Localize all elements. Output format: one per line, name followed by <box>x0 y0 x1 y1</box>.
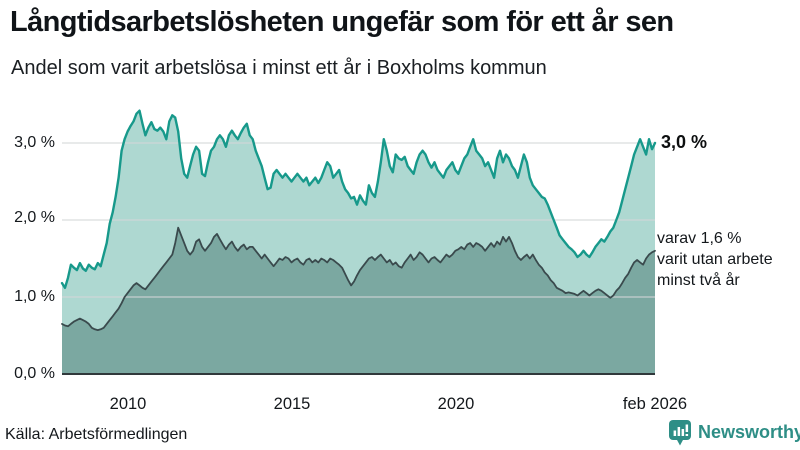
y-tick-label-0: 0,0 % <box>14 365 55 382</box>
x-tick-label-2015: 2015 <box>273 395 311 413</box>
newsworthy-logo-text: Newsworthy <box>698 422 800 442</box>
x-tick-label-2010: 2010 <box>109 395 147 413</box>
y-tick-label-1: 1,0 % <box>14 288 55 305</box>
series-end-value-label: 3,0 % <box>661 132 708 152</box>
chart-subtitle: Andel som varit arbetslösa i minst ett å… <box>11 57 547 79</box>
y-tick-label-2: 2,0 % <box>14 209 55 226</box>
unemployed-1yr-line <box>60 109 657 289</box>
y-tick-label-3: 3,0 % <box>14 134 55 151</box>
subseries-annotation-line1: varav 1,6 % <box>657 230 742 247</box>
page-title: Långtidsarbetslösheten ungefär som för e… <box>10 6 674 38</box>
subseries-annotation-line2: varit utan arbete <box>657 251 773 268</box>
x-tick-label-feb-2026: feb 2026 <box>622 395 688 413</box>
source-credit: Källa: Arbetsförmedlingen <box>5 426 188 443</box>
unemployed-2yr-area <box>62 227 655 374</box>
subseries-annotation-line3: minst två år <box>657 272 740 289</box>
subseries-annotation: varav 1,6 % varit utan arbete minst två … <box>657 228 773 291</box>
unemployed-2yr-line <box>61 226 656 331</box>
x-tick-label-2020: 2020 <box>437 395 475 413</box>
newsworthy-logo-icon <box>669 420 691 446</box>
